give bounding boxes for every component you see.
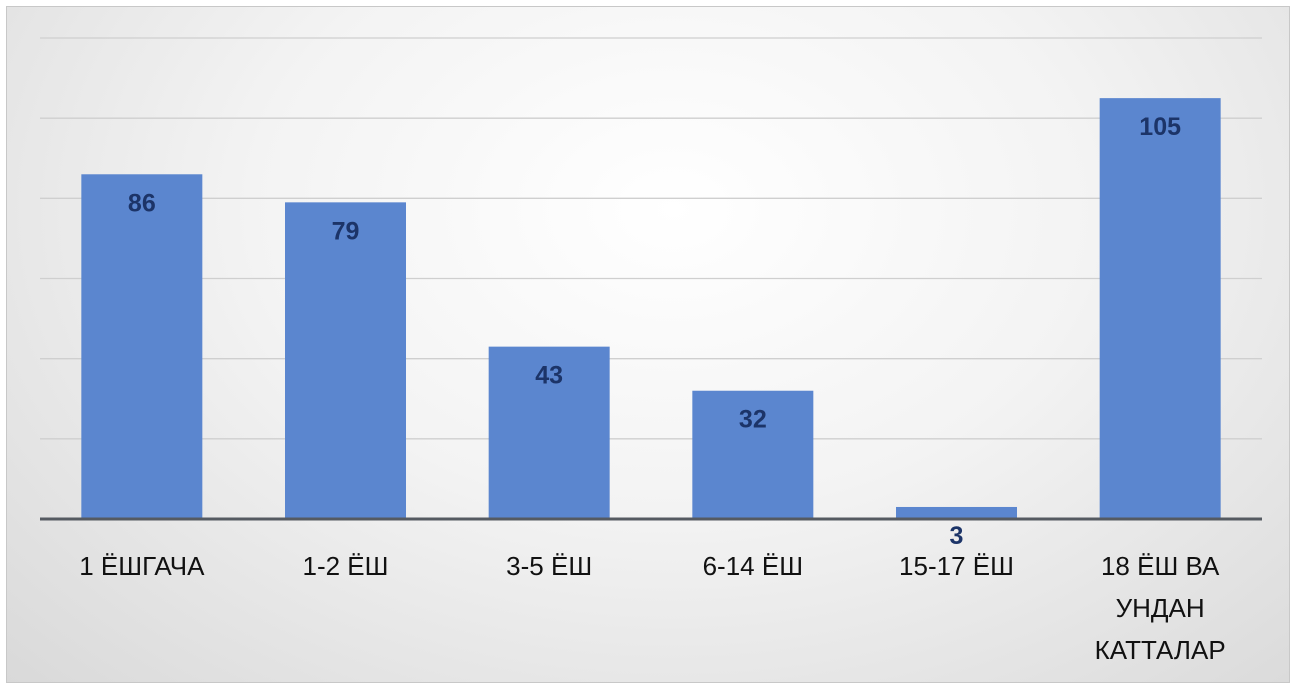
category-label: 6-14 ЁШ — [703, 551, 803, 581]
data-label: 86 — [128, 189, 156, 217]
category-labels: 1 ЁШГАЧА 1-2 ЁШ 3-5 ЁШ 6-14 ЁШ 15-17 ЁШ 18 ЁШ… — [79, 551, 1225, 665]
bar — [285, 202, 406, 519]
chart-area — [6, 6, 1290, 683]
bar — [1099, 98, 1221, 519]
category-label: 18 ЁШ ВА — [1101, 551, 1220, 581]
data-label: 105 — [1139, 113, 1181, 141]
bar — [896, 506, 1017, 519]
category-label: КАТТАЛАР — [1095, 635, 1226, 665]
bars — [81, 98, 1221, 520]
category-label: 1-2 ЁШ — [303, 551, 389, 581]
bar — [692, 390, 814, 519]
data-label: 79 — [332, 217, 360, 245]
bar — [81, 174, 203, 520]
category-label: УНДАН — [1116, 593, 1205, 623]
gridlines — [40, 37, 1262, 440]
category-label: 15-17 ЁШ — [899, 551, 1014, 581]
category-label: 1 ЁШГАЧА — [79, 551, 205, 581]
category-label: 3-5 ЁШ — [506, 551, 592, 581]
data-label: 43 — [535, 362, 563, 390]
data-label: 3 — [950, 522, 964, 550]
data-label: 32 — [739, 406, 767, 434]
bar — [488, 346, 610, 519]
data-labels: 86 79 43 32 3 105 — [128, 113, 1181, 550]
